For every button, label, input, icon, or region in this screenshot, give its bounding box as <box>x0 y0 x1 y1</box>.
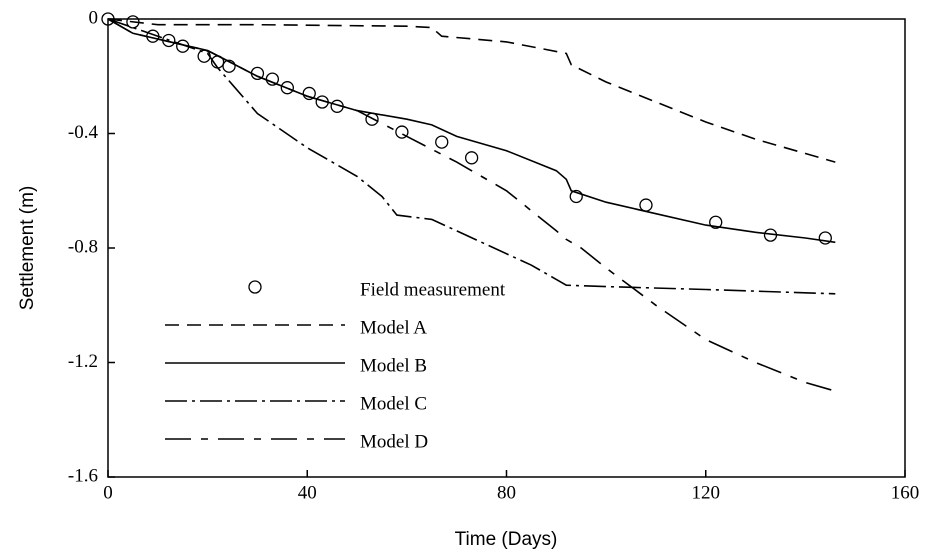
legend-label: Model B <box>360 355 427 376</box>
data-point <box>709 215 723 229</box>
y-tick-label: 0 <box>89 7 99 28</box>
plot-frame <box>107 18 906 478</box>
legend-marker <box>248 280 262 294</box>
y-tick-label: -0.4 <box>68 122 99 143</box>
data-point <box>197 49 211 63</box>
data-point <box>280 81 294 95</box>
series-line <box>107 18 836 392</box>
legend-label: Field measurement <box>360 279 506 300</box>
legend-label: Model D <box>360 431 428 452</box>
series-line <box>107 18 836 295</box>
data-point <box>569 189 583 204</box>
x-tick-label: 160 <box>891 482 920 503</box>
data-point <box>818 231 832 245</box>
data-point <box>435 135 449 149</box>
data-point <box>639 198 653 212</box>
y-tick-label: -1.6 <box>68 465 98 486</box>
y-tick-label: -1.2 <box>68 351 98 372</box>
x-tick-label: 40 <box>298 482 317 503</box>
legend-label: Model C <box>360 393 427 414</box>
x-tick-label: 80 <box>497 482 516 503</box>
x-axis-title: Time (Days) <box>455 529 558 550</box>
data-point <box>222 59 236 73</box>
data-point <box>302 86 316 101</box>
data-point <box>464 151 479 165</box>
series-line <box>107 18 836 244</box>
data-point <box>395 125 409 139</box>
x-tick-label: 0 <box>103 482 113 503</box>
y-axis-title: Settlement (m) <box>17 186 38 311</box>
y-tick-label: -0.8 <box>68 236 98 257</box>
x-tick-label: 120 <box>692 482 721 503</box>
legend-label: Model A <box>360 317 427 338</box>
